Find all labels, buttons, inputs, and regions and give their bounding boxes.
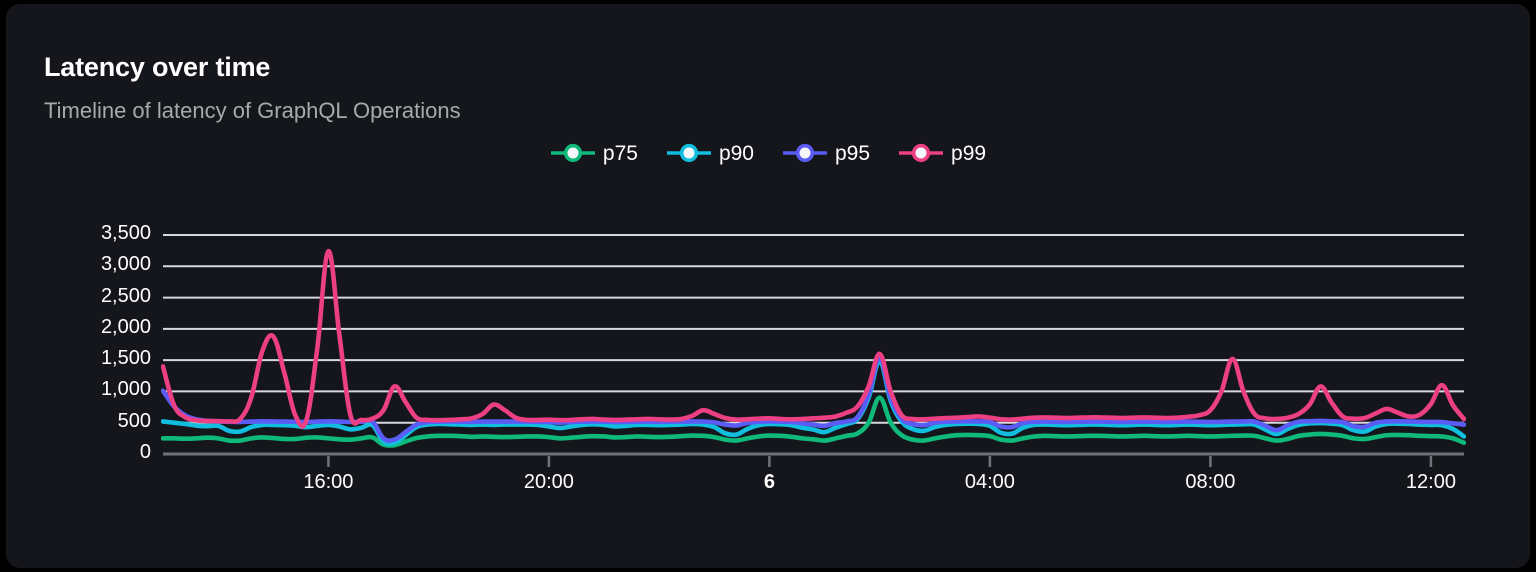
gridlines xyxy=(163,234,1464,424)
y-axis-tick-label: 3,500 xyxy=(100,222,151,244)
series-line-p99[interactable] xyxy=(161,248,1466,429)
series-line-p90[interactable] xyxy=(161,359,1466,447)
x-axis-tick-label: 12:00 xyxy=(1405,471,1456,493)
legend-item-p95[interactable]: p95 xyxy=(782,142,870,164)
y-axis-tick-label: 0 xyxy=(139,441,151,463)
x-axis-tick-label: 16:00 xyxy=(303,471,354,493)
y-axis-tick-label: 500 xyxy=(117,409,151,432)
legend-item-p90[interactable]: p90 xyxy=(666,142,754,164)
ring-marker-p75-icon xyxy=(550,143,595,163)
legend-item-p99[interactable]: p99 xyxy=(898,142,986,164)
page-title: Latency over time xyxy=(44,52,271,82)
series-line-p75[interactable] xyxy=(161,395,1466,448)
legend-item-p75[interactable]: p75 xyxy=(550,142,638,164)
chart-legend: p75 p90 p95 p99 xyxy=(6,142,1530,164)
legend-label: p95 xyxy=(835,141,871,165)
y-axis-tick-label: 2,500 xyxy=(100,284,151,307)
series-line-p95[interactable] xyxy=(161,355,1466,443)
x-axis-tick-label: 6 xyxy=(763,471,775,493)
chart-plot-area: 0 500 1,000 1,500 2,000 2,500 3,000 3,500 16:00 2… xyxy=(6,4,1530,568)
legend-label: p99 xyxy=(951,141,987,165)
x-axis-ticks xyxy=(327,456,1433,467)
x-axis-tick-label: 04:00 xyxy=(964,471,1015,493)
legend-label: p75 xyxy=(602,141,638,165)
y-axis-tick-label: 3,000 xyxy=(100,253,151,276)
y-axis-tick-label: 1,000 xyxy=(100,378,151,401)
x-axis-tick-label: 08:00 xyxy=(1185,471,1236,493)
series-group xyxy=(161,248,1466,448)
chart-subtitle: Timeline of latency of GraphQL Operation… xyxy=(44,98,461,123)
latency-line-chart xyxy=(161,234,1466,467)
y-axis-tick-label: 2,000 xyxy=(100,315,151,338)
ring-marker-p95-icon xyxy=(783,143,827,163)
x-axis-tick-label: 20:00 xyxy=(523,471,574,493)
legend-label: p90 xyxy=(718,141,754,165)
ring-marker-p90-icon xyxy=(666,143,711,163)
latency-chart-card: Latency over time Timeline of latency of… xyxy=(6,4,1530,568)
ring-marker-p99-icon xyxy=(899,143,944,163)
y-axis-tick-label: 1,500 xyxy=(100,347,151,370)
